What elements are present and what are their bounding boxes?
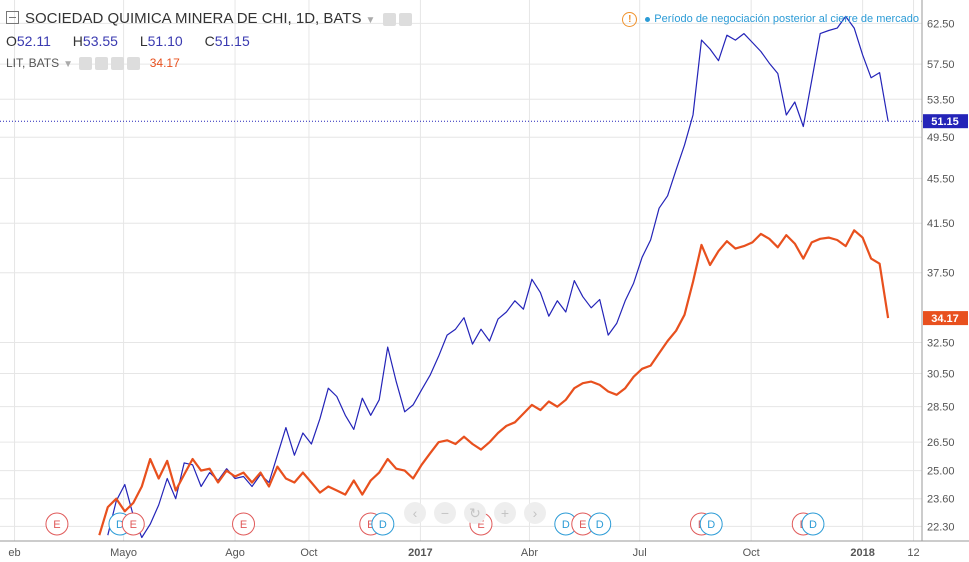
series-line-sqm <box>107 15 889 539</box>
grid <box>0 0 922 541</box>
time-axis[interactable]: eb Mayo Ago Oct 2017 Abr Jul Oct 2018 12 <box>0 540 969 559</box>
last-value-label: 51.15 <box>931 116 959 128</box>
x-tick-label: Oct <box>300 547 317 559</box>
event-circle[interactable] <box>699 512 723 536</box>
y-tick-label: 32.50 <box>927 338 955 350</box>
event-letter: E <box>367 519 374 531</box>
high-label: H <box>72 33 83 49</box>
y-tick-label: 57.50 <box>927 59 955 71</box>
open-value: 52.11 <box>16 33 51 49</box>
y-tick-label: 37.50 <box>927 268 955 280</box>
x-tick-label: eb <box>8 547 20 559</box>
event-circle[interactable] <box>371 512 395 536</box>
event-marker-earnings[interactable]: E <box>45 512 69 536</box>
event-marker-earnings[interactable]: E <box>121 512 145 536</box>
series-lines <box>0 15 922 539</box>
chevron-down-icon[interactable]: ▼ <box>365 15 376 26</box>
y-tick-label: 22.30 <box>927 521 955 533</box>
event-marker-dividend[interactable]: D <box>554 512 578 536</box>
y-tick-label: 26.50 <box>927 437 955 449</box>
last-value-badge <box>923 311 968 326</box>
event-letter: E <box>53 519 60 531</box>
chart-navigation: ‹ − ↻ + › <box>404 502 554 524</box>
compare-symbol[interactable]: LIT, BATS <box>6 56 60 70</box>
event-letter: E <box>579 519 586 531</box>
y-tick-label: 45.50 <box>927 173 955 185</box>
event-circle[interactable] <box>45 512 69 536</box>
event-circle[interactable] <box>801 512 825 536</box>
market-status-notice: ! Período de negociación posterior al cie… <box>622 12 919 27</box>
event-letter: E <box>240 519 247 531</box>
y-tick-label: 41.50 <box>927 218 955 230</box>
compare-symbol-row: LIT, BATS ▼ 34.17 <box>6 56 180 71</box>
x-tick-label: Jul <box>633 547 647 559</box>
add-icon[interactable] <box>111 57 125 71</box>
event-letter: D <box>562 519 570 531</box>
high-value: 53.55 <box>82 33 118 49</box>
x-tick-label: 12 <box>907 547 919 559</box>
x-tick-label: 2018 <box>850 547 874 559</box>
collapse-icon[interactable] <box>6 11 19 24</box>
y-tick-label: 53.50 <box>927 94 955 106</box>
event-marker-dividend[interactable]: D <box>699 512 723 536</box>
gear-icon[interactable] <box>398 12 412 26</box>
x-tick-label: Mayo <box>110 547 137 559</box>
x-tick-label: Abr <box>521 547 538 559</box>
event-letter: D <box>116 519 124 531</box>
y-tick-label: 28.50 <box>927 402 955 414</box>
eye-icon[interactable] <box>79 57 93 71</box>
x-tick-label: Ago <box>225 547 245 559</box>
event-marker-earnings[interactable]: E <box>232 512 256 536</box>
close-icon[interactable] <box>127 57 141 71</box>
y-tick-label: 23.60 <box>927 494 955 506</box>
event-marker-dividend[interactable]: D <box>801 512 825 536</box>
low-label: L <box>139 33 148 49</box>
ohlc-readout: O52.11 H53.55 L51.10 C51.15 <box>6 33 268 49</box>
chevron-down-icon[interactable]: ▼ <box>63 59 74 70</box>
event-letter: D <box>379 519 387 531</box>
y-tick-label: 25.00 <box>927 466 955 478</box>
zoom-in-icon[interactable]: + <box>494 502 516 524</box>
close-value: 51.15 <box>214 33 250 49</box>
series-line-lit <box>98 229 890 536</box>
warning-icon[interactable]: ! <box>622 12 638 27</box>
event-letter: E <box>477 519 484 531</box>
event-marker-dividend[interactable]: D <box>371 512 395 536</box>
reset-icon[interactable]: ↻ <box>464 502 486 524</box>
compare-value: 34.17 <box>149 56 180 70</box>
event-letter: D <box>809 519 817 531</box>
event-circle[interactable] <box>232 512 256 536</box>
price-axis[interactable]: 62.50 57.50 53.50 49.50 45.50 41.50 37.50 32.50… <box>921 0 968 541</box>
chevron-right-icon[interactable]: › <box>524 502 546 524</box>
market-status-text: Período de negociación posterior al cier… <box>654 13 919 25</box>
event-letter: D <box>596 519 604 531</box>
chevron-left-icon[interactable]: ‹ <box>404 502 426 524</box>
y-tick-label: 30.50 <box>927 369 955 381</box>
last-value-label: 34.17 <box>931 313 959 325</box>
event-letter: E <box>130 519 137 531</box>
event-circle[interactable] <box>588 512 612 536</box>
low-value: 51.10 <box>147 33 183 49</box>
event-marker-dividend[interactable]: D <box>588 512 612 536</box>
y-tick-label: 49.50 <box>927 132 955 144</box>
event-letter: D <box>707 519 715 531</box>
status-dot-icon <box>645 16 651 22</box>
event-circle[interactable] <box>121 512 145 536</box>
last-value-badge <box>923 114 968 129</box>
symbol-header: SOCIEDAD QUIMICA MINERA DE CHI, 1D, BATS… <box>6 10 412 27</box>
zoom-out-icon[interactable]: − <box>434 502 456 524</box>
settings-eye-icon[interactable] <box>382 12 396 26</box>
y-tick-label: 62.50 <box>927 18 955 30</box>
symbol-title[interactable]: SOCIEDAD QUIMICA MINERA DE CHI, 1D, BATS <box>25 10 362 27</box>
open-label: O <box>6 33 17 49</box>
x-tick-label: 2017 <box>408 547 432 559</box>
close-label: C <box>204 33 215 49</box>
event-markers[interactable]: EDEEEDEDEDEDED <box>45 512 825 536</box>
x-tick-label: Oct <box>743 547 760 559</box>
gear-icon[interactable] <box>95 57 109 71</box>
